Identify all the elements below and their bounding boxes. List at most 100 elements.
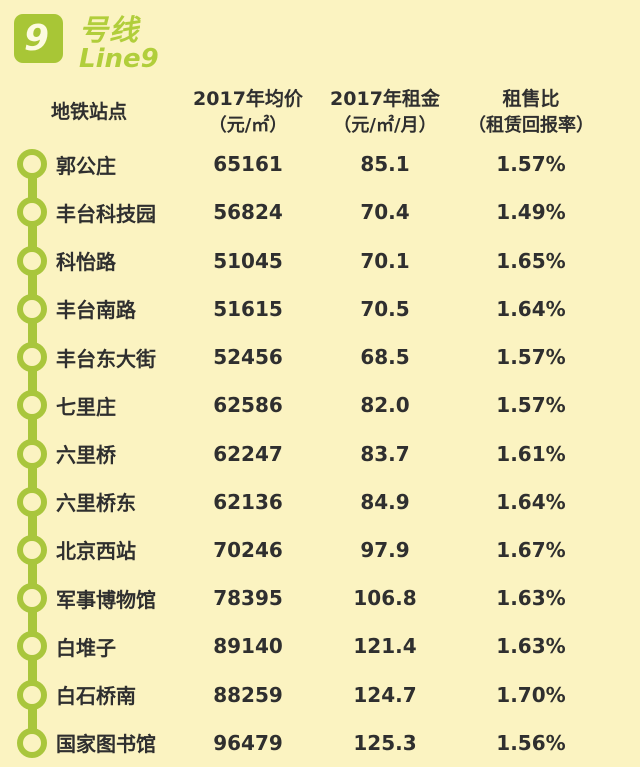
station-circle-icon [17,245,47,276]
price-value: 62247 [213,441,283,466]
station-circle-icon [17,438,47,469]
price-value: 65161 [213,152,283,177]
col-header-station: 地铁站点 [0,99,178,127]
station-name: 白堆子 [56,635,116,660]
metro-line-rail [0,140,56,189]
station-name: 七里庄 [56,394,116,419]
station-name: 丰台科技园 [56,201,156,226]
station-name: 丰台南路 [56,298,136,323]
ratio-value: 1.56% [496,730,566,755]
col-header-price-unit: （元/㎡） [208,115,288,137]
table-row: 七里庄 62586 82.0 1.57% [0,381,640,430]
header: 9 号线 Line9 [0,0,640,85]
line-number-badge: 9 [14,14,63,63]
table-header: 地铁站点 2017年均价 （元/㎡） 2017年租金 （元/㎡/月） 租售比 （… [0,85,640,140]
line-name-en: Line9 [79,44,159,74]
metro-line-rail [0,670,56,719]
station-name: 白石桥南 [56,684,136,709]
col-header-rent-unit: （元/㎡/月） [333,115,437,137]
rent-value: 82.0 [360,393,410,418]
rent-value: 125.3 [353,730,417,755]
ratio-value: 1.64% [496,296,566,321]
line-title: 号线 Line9 [79,13,159,74]
station-name: 六里桥 [56,443,116,468]
metro-line-rail [0,718,56,767]
ratio-value: 1.67% [496,537,566,562]
station-name: 郭公庄 [56,153,116,178]
table-row: 丰台南路 51615 70.5 1.64% [0,284,640,333]
price-value: 96479 [213,730,283,755]
table-row: 国家图书馆 96479 125.3 1.56% [0,718,640,767]
rent-value: 85.1 [360,152,410,177]
ratio-value: 1.57% [496,393,566,418]
station-name: 国家图书馆 [56,732,156,757]
rent-value: 84.9 [360,489,410,514]
col-header-price: 2017年均价 （元/㎡） [178,86,318,140]
price-value: 88259 [213,682,283,707]
rent-value: 68.5 [360,345,410,370]
station-circle-icon [17,583,47,614]
rent-value: 124.7 [353,682,417,707]
metro-line-rail [0,381,56,430]
col-header-ratio-label: 租售比 [502,87,560,110]
price-value: 52456 [213,345,283,370]
ratio-value: 1.70% [496,682,566,707]
metro-line-rail [0,622,56,671]
rent-value: 97.9 [360,537,410,562]
rent-value: 121.4 [353,634,417,659]
station-circle-icon [17,293,47,324]
price-value: 56824 [213,200,283,225]
table-row: 白石桥南 88259 124.7 1.70% [0,670,640,719]
station-circle-icon [17,342,47,373]
metro-line-rail [0,188,56,237]
ratio-value: 1.61% [496,441,566,466]
metro-line-rail [0,332,56,382]
metro-line-rail [0,525,56,575]
col-header-rent: 2017年租金 （元/㎡/月） [318,86,452,140]
rent-value: 70.1 [360,248,410,273]
table-row: 科怡路 51045 70.1 1.65% [0,236,640,285]
ratio-value: 1.49% [496,200,566,225]
station-name: 军事博物馆 [56,587,156,612]
ratio-value: 1.57% [496,345,566,370]
ratio-value: 1.65% [496,248,566,273]
station-circle-icon [17,631,47,662]
price-value: 89140 [213,634,283,659]
col-header-ratio-unit: （租赁回报率） [468,115,594,137]
rent-value: 106.8 [353,586,417,611]
station-circle-icon [17,486,47,517]
col-header-price-label: 2017年均价 [193,87,303,110]
price-value: 78395 [213,586,283,611]
station-circle-icon [17,679,47,710]
table-row: 郭公庄 65161 85.1 1.57% [0,140,640,189]
rent-value: 70.4 [360,200,410,225]
metro-line-rail [0,477,56,526]
rent-value: 70.5 [360,296,410,321]
station-list: 郭公庄 65161 85.1 1.57% 丰台科技园 56824 70.4 1.… [0,140,640,767]
col-header-ratio: 租售比 （租赁回报率） [452,86,640,140]
price-value: 70246 [213,537,283,562]
metro-line-rail [0,429,56,478]
ratio-value: 1.63% [496,634,566,659]
ratio-value: 1.63% [496,586,566,611]
station-name: 丰台东大街 [56,346,156,371]
station-circle-icon [17,197,47,228]
station-name: 六里桥东 [56,491,136,516]
col-header-rent-label: 2017年租金 [330,87,440,110]
table-row: 六里桥 62247 83.7 1.61% [0,429,640,478]
price-value: 62586 [213,393,283,418]
ratio-value: 1.64% [496,489,566,514]
line-number: 9 [23,17,50,59]
rent-value: 83.7 [360,441,410,466]
price-value: 51045 [213,248,283,273]
station-circle-icon [17,534,47,565]
table-row: 军事博物馆 78395 106.8 1.63% [0,574,640,623]
col-header-station-label: 地铁站点 [50,100,127,123]
station-circle-icon [17,727,47,758]
line-name-cn: 号线 [79,13,140,47]
station-circle-icon [17,149,47,180]
ratio-value: 1.57% [496,152,566,177]
station-name: 科怡路 [56,250,116,275]
price-value: 62136 [213,489,283,514]
